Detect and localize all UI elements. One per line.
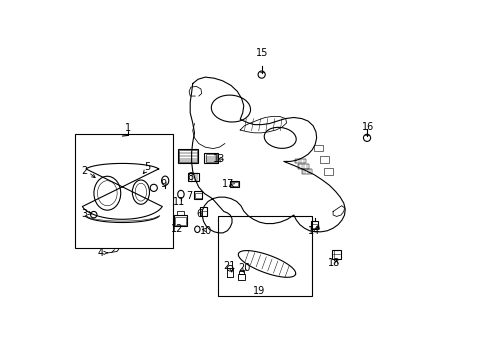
Bar (298, 164, 308, 168)
Text: 17: 17 (221, 179, 233, 189)
Text: 3: 3 (81, 209, 87, 219)
Text: 1: 1 (125, 123, 131, 133)
Text: 14: 14 (308, 226, 320, 236)
Bar (179, 150, 197, 162)
Text: 12: 12 (171, 224, 183, 234)
Text: 5: 5 (144, 162, 150, 172)
Text: 13: 13 (212, 154, 224, 164)
Bar (178, 149, 198, 163)
Bar (230, 181, 239, 187)
Bar (177, 211, 183, 215)
Text: 16: 16 (361, 122, 373, 132)
Bar (217, 216, 312, 296)
Text: 9: 9 (160, 179, 166, 189)
Text: 6: 6 (196, 209, 203, 219)
Bar (331, 250, 340, 259)
Bar (310, 221, 318, 229)
Bar (194, 192, 202, 199)
Bar (313, 145, 323, 152)
Text: 20: 20 (238, 262, 250, 273)
Bar (188, 173, 198, 181)
Bar (175, 217, 186, 225)
Text: 7: 7 (185, 191, 192, 201)
Text: 11: 11 (173, 197, 185, 207)
Bar (323, 168, 332, 175)
Bar (195, 193, 201, 198)
Text: 10: 10 (200, 226, 212, 236)
Text: 19: 19 (253, 287, 265, 296)
Bar (75, 134, 173, 248)
Text: 2: 2 (81, 166, 87, 176)
Bar (200, 207, 206, 216)
Bar (204, 153, 218, 163)
Bar (295, 158, 305, 163)
Bar (238, 274, 244, 280)
Text: 8: 8 (187, 172, 193, 182)
Bar (320, 157, 328, 163)
Bar (173, 215, 187, 226)
Bar (311, 224, 317, 228)
Text: 21: 21 (223, 261, 235, 271)
Bar (239, 271, 244, 274)
Bar (301, 169, 312, 174)
Text: 15: 15 (255, 48, 267, 58)
Text: 4: 4 (98, 248, 104, 258)
Bar (205, 154, 217, 162)
Text: 18: 18 (328, 258, 340, 268)
Bar (231, 182, 238, 186)
